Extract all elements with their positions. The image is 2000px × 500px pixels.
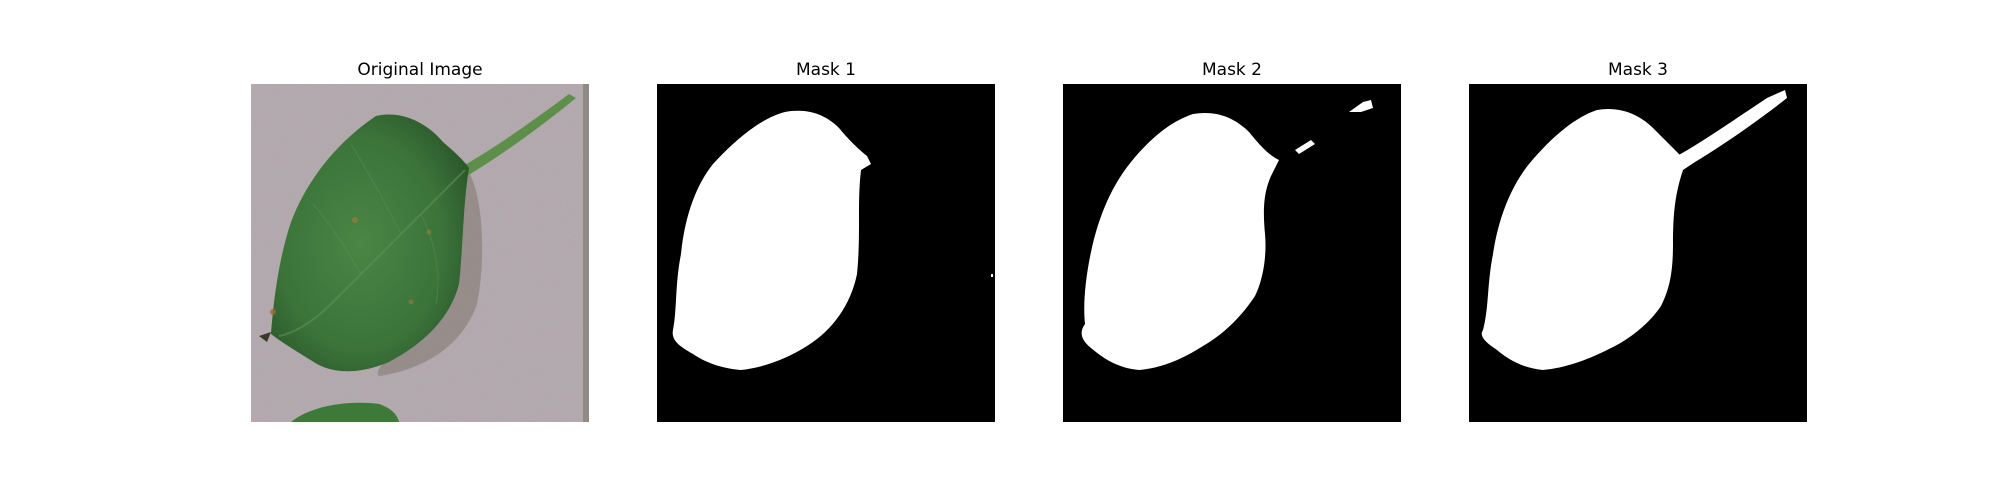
original-image-title: Original Image (357, 60, 483, 80)
mask-leaf-region (672, 110, 871, 370)
mask-stem-fragment (1295, 140, 1315, 154)
second-leaf-fragment (291, 402, 399, 422)
leaf-tip (259, 332, 271, 342)
original-image (251, 84, 589, 422)
mask-stem-fragment (1349, 100, 1373, 112)
mask-1-image (657, 84, 995, 422)
mask-stem-region (1677, 90, 1787, 170)
leaf-spot (408, 299, 414, 305)
leaf-vein (312, 203, 362, 275)
leaf-spot (426, 229, 432, 235)
mask-leaf-region (1481, 108, 1683, 370)
right-edge-strip (583, 84, 589, 422)
mask-3-image (1469, 84, 1807, 422)
leaf-vein (350, 143, 402, 235)
mask-3-title: Mask 3 (1607, 60, 1668, 80)
mask-1-panel (657, 84, 995, 422)
mask-speck (991, 274, 993, 277)
mask-2-panel (1063, 84, 1401, 422)
leaf-shape (271, 114, 469, 372)
leaf-shadow (377, 162, 483, 376)
leaf-spot (270, 309, 276, 315)
leaf-vein (420, 213, 439, 305)
mask-3-panel (1469, 84, 1807, 422)
leaf-spot (352, 217, 358, 223)
mask-leaf-region (1081, 112, 1279, 370)
leaf-midrib (278, 169, 466, 337)
mask-2-image (1063, 84, 1401, 422)
mask-2-title: Mask 2 (1201, 60, 1262, 80)
leaf-stem (463, 94, 576, 176)
original-image-panel (251, 84, 589, 422)
mask-1-title: Mask 1 (795, 60, 856, 80)
